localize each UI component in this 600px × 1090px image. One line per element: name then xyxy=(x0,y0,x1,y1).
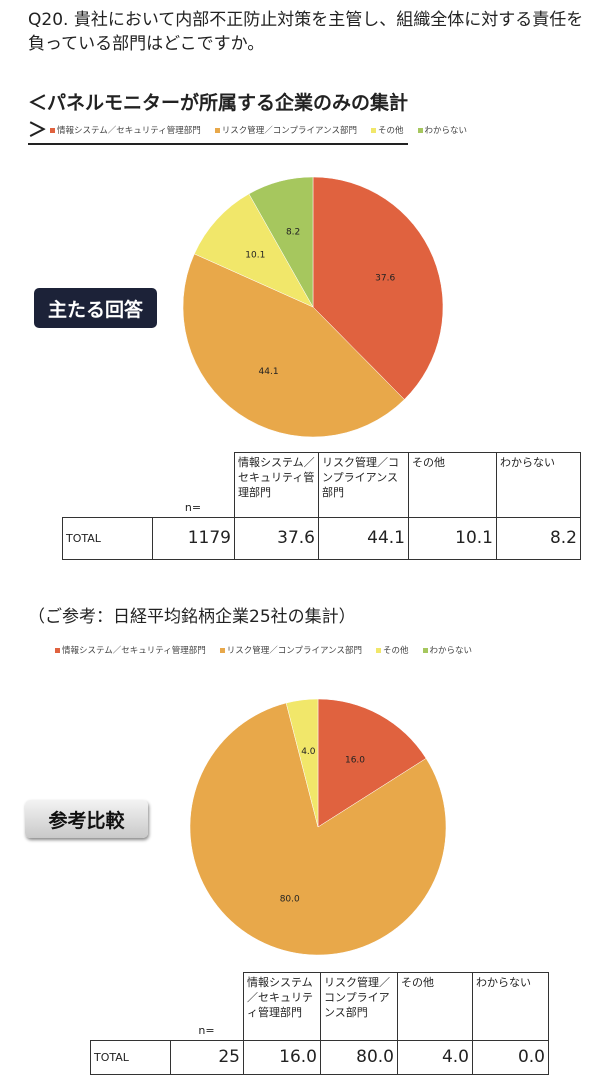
legend-swatch xyxy=(422,648,428,653)
legend-swatch xyxy=(219,648,225,653)
table-cell: 8.2 xyxy=(496,517,581,560)
legend-item: リスク管理／コンプライアンス部門 xyxy=(214,124,357,136)
slice-label: 10.1 xyxy=(245,251,265,261)
legend-swatch xyxy=(55,648,60,653)
legend-label: その他 xyxy=(383,646,409,656)
legend-item: リスク管理／コンプライアンス部門 xyxy=(219,644,362,656)
pie-slice xyxy=(285,698,319,828)
n-label: n= xyxy=(184,501,202,514)
legend-label: リスク管理／コンプライアンス部門 xyxy=(221,126,357,136)
table-cell: 4.0 xyxy=(397,1040,473,1075)
column-header: 情報システム／セキュリティ管理部門 xyxy=(243,972,321,1041)
pie-slice xyxy=(182,253,405,438)
legend-item: その他 xyxy=(371,124,404,136)
chart2-legend: 情報システム／セキュリティ管理部門 リスク管理／コンプライアンス部門 その他 わからな… xyxy=(55,644,472,656)
column-header: わからない xyxy=(472,972,549,1041)
table-cell: 80.0 xyxy=(320,1040,398,1075)
legend-item: 情報システム／セキュリティ管理部門 xyxy=(55,644,206,656)
n-label: n= xyxy=(198,1024,215,1037)
pie-slice xyxy=(312,176,444,400)
pie-slice xyxy=(317,698,427,828)
table-cell: 10.1 xyxy=(408,517,497,560)
legend-label: リスク管理／コンプライアンス部門 xyxy=(226,646,362,656)
table-cell: 37.6 xyxy=(234,517,319,560)
n-value: 25 xyxy=(170,1040,244,1075)
column-header: リスク管理／コンプライアンス部門 xyxy=(320,972,398,1041)
n-value: 1179 xyxy=(152,517,235,560)
slice-label: 44.1 xyxy=(259,367,279,377)
slice-label: 8.2 xyxy=(286,228,300,238)
slice-label: 80.0 xyxy=(280,894,300,904)
legend-swatch xyxy=(417,128,423,133)
column-header: わからない xyxy=(496,452,581,518)
row-label: TOTAL xyxy=(90,1040,171,1075)
column-header: リスク管理／コンプライアンス部門 xyxy=(318,452,409,518)
slice-label: 16.0 xyxy=(345,756,365,766)
column-header: その他 xyxy=(408,452,497,518)
question-text: Q20. 貴社において内部不正防止対策を主管し、組織全体に対する責任を負っている… xyxy=(28,10,584,54)
column-header: 情報システム／セキュリティ管理部門 xyxy=(234,452,319,518)
chart1-title: ＜パネルモニターが所属する企業のみの集計＞ xyxy=(28,88,408,145)
legend-item: わからない xyxy=(417,124,468,136)
legend-label: 情報システム／セキュリティ管理部門 xyxy=(57,126,201,136)
pie-slice xyxy=(189,702,447,956)
legend-item: その他 xyxy=(376,644,409,656)
slice-label: 37.6 xyxy=(375,273,395,283)
pie-slice xyxy=(194,193,314,308)
legend-swatch xyxy=(50,128,55,133)
table-cell: 16.0 xyxy=(243,1040,321,1075)
legend-label: 情報システム／セキュリティ管理部門 xyxy=(62,646,206,656)
reference-badge: 参考比較 xyxy=(25,800,148,838)
legend-label: その他 xyxy=(378,126,404,136)
legend-swatch xyxy=(214,128,220,133)
chart1-legend: 情報システム／セキュリティ管理部門 リスク管理／コンプライアンス部門 その他 わからな… xyxy=(50,124,467,136)
legend-item: 情報システム／セキュリティ管理部門 xyxy=(50,124,201,136)
slice-label: 4.0 xyxy=(301,747,316,757)
column-header: その他 xyxy=(397,972,473,1041)
legend-swatch xyxy=(376,648,381,653)
legend-item: わからない xyxy=(422,644,473,656)
main-answer-badge: 主たる回答 xyxy=(34,288,157,328)
legend-swatch xyxy=(371,128,376,133)
table-cell: 0.0 xyxy=(472,1040,549,1075)
pie-slice xyxy=(248,176,314,308)
row-label: TOTAL xyxy=(62,517,153,560)
legend-label: わからない xyxy=(429,646,473,656)
table-cell: 44.1 xyxy=(318,517,409,560)
legend-label: わからない xyxy=(424,126,468,136)
chart2-title: （ご参考：日経平均銘柄企業25社の集計） xyxy=(28,607,356,627)
